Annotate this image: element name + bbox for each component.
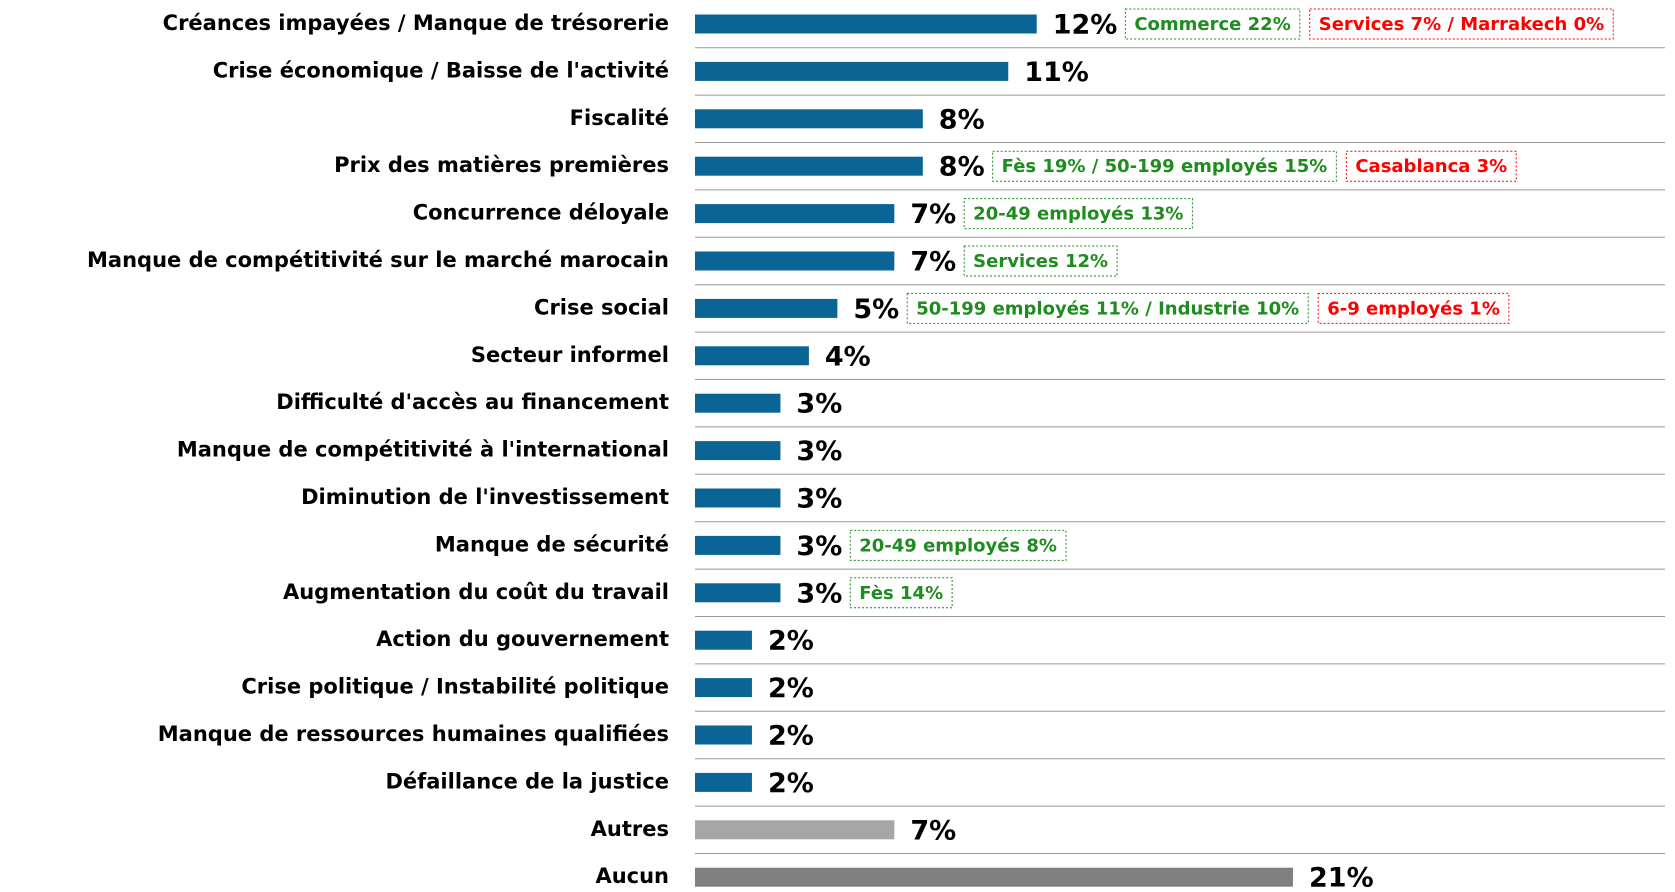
value-label: 3% <box>796 436 842 467</box>
note-text: 20-49 employés 13% <box>973 204 1183 225</box>
value-label: 4% <box>825 341 871 372</box>
value-label: 3% <box>796 578 842 609</box>
note-box <box>849 529 1067 561</box>
bar <box>695 488 781 508</box>
category-label: Action du gouvernement <box>376 627 669 651</box>
note-text: Fès 14% <box>859 583 943 604</box>
bar <box>695 109 923 129</box>
bar <box>695 393 781 413</box>
note-text: Casablanca 3% <box>1355 156 1507 177</box>
bar <box>695 61 1009 81</box>
bar <box>695 820 895 840</box>
category-label: Difficulté d'accès au financement <box>276 390 669 414</box>
bar <box>695 204 895 224</box>
note-text: Services 12% <box>973 251 1108 272</box>
bar <box>695 14 1037 34</box>
category-label: Manque de compétitivité à l'internationa… <box>177 438 669 462</box>
value-label: 5% <box>853 294 899 325</box>
category-label: Défaillance de la justice <box>385 769 669 793</box>
category-label: Manque de ressources humaines qualifiées <box>158 722 669 746</box>
value-label: 2% <box>768 721 814 752</box>
value-label: 3% <box>796 389 842 420</box>
category-label: Manque de compétitivité sur le marché ma… <box>87 248 669 272</box>
category-label: Autres <box>591 817 669 841</box>
value-label: 3% <box>796 484 842 515</box>
note-box <box>963 198 1193 230</box>
value-label: 7% <box>910 199 956 230</box>
note-box <box>1124 8 1301 40</box>
note-box <box>992 150 1337 182</box>
value-label: 3% <box>796 531 842 562</box>
category-label: Crise économique / Baisse de l'activité <box>213 58 669 82</box>
bar <box>695 583 781 603</box>
bar <box>695 441 781 461</box>
note-box <box>963 245 1118 277</box>
bar <box>695 678 752 698</box>
bar <box>695 772 752 792</box>
note-text: 20-49 employés 8% <box>859 535 1057 556</box>
category-label: Créances impayées / Manque de trésorerie <box>163 11 669 35</box>
bar <box>695 156 923 176</box>
bar <box>695 298 838 318</box>
category-label: Crise social <box>534 295 669 319</box>
note-text: Services 7% / Marrakech 0% <box>1319 14 1604 35</box>
bar <box>695 725 752 745</box>
bar <box>695 251 895 271</box>
category-label: Secteur informel <box>471 343 669 367</box>
bar <box>695 630 752 650</box>
note-text: Fès 19% / 50-199 employés 15% <box>1002 156 1328 177</box>
note-box <box>1317 292 1510 324</box>
value-label: 8% <box>939 152 985 183</box>
bar <box>695 867 1293 887</box>
note-box <box>906 292 1309 324</box>
category-label: Augmentation du coût du travail <box>283 580 669 604</box>
note-box <box>849 577 953 609</box>
value-label: 2% <box>768 673 814 704</box>
value-label: 7% <box>910 815 956 846</box>
category-label: Diminution de l'investissement <box>301 485 669 509</box>
value-label: 2% <box>768 626 814 657</box>
note-box <box>1309 8 1614 40</box>
value-label: 8% <box>939 104 985 135</box>
category-label: Aucun <box>595 864 669 888</box>
category-label: Manque de sécurité <box>435 532 669 556</box>
category-label: Fiscalité <box>570 106 669 130</box>
category-label: Prix des matières premières <box>334 153 669 177</box>
bar <box>695 346 809 366</box>
value-label: 11% <box>1024 57 1089 88</box>
bar <box>695 535 781 555</box>
value-label: 2% <box>768 768 814 799</box>
value-label: 21% <box>1309 863 1374 892</box>
category-label: Crise politique / Instabilité politique <box>241 675 669 699</box>
value-label: 12% <box>1053 10 1118 41</box>
note-text: 50-199 employés 11% / Industrie 10% <box>916 298 1299 319</box>
category-label: Concurrence déloyale <box>413 201 669 225</box>
value-label: 7% <box>910 247 956 278</box>
note-text: 6-9 employés 1% <box>1327 298 1500 319</box>
note-box <box>1345 150 1517 182</box>
note-text: Commerce 22% <box>1134 14 1290 35</box>
